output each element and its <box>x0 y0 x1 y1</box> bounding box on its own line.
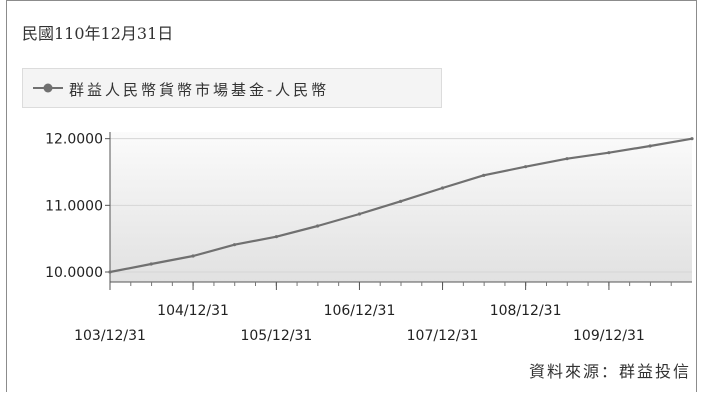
data-point <box>191 254 195 258</box>
date-title: 民國110年12月31日 <box>22 24 174 43</box>
data-point <box>565 157 569 161</box>
x-tick-label: 104/12/31 <box>157 303 229 319</box>
data-point <box>648 144 652 148</box>
data-point <box>357 212 362 216</box>
data-point <box>690 137 694 141</box>
data-point <box>607 151 611 155</box>
data-point <box>108 270 112 274</box>
x-tick-label: 108/12/31 <box>490 303 562 319</box>
data-point <box>440 186 445 190</box>
legend-entry: 群益人民幣貨幣市場基金-人民幣 <box>69 81 330 99</box>
data-point <box>149 262 153 266</box>
legend: 群益人民幣貨幣市場基金-人民幣 <box>22 68 442 108</box>
data-point <box>482 173 486 177</box>
x-tick-label: 107/12/31 <box>407 328 479 344</box>
chart-frame <box>6 0 697 392</box>
x-tick-label: 106/12/31 <box>324 303 396 319</box>
source-note: 資料來源：群益投信 <box>528 362 691 381</box>
y-tick-label: 11.0000 <box>45 198 103 214</box>
plot-area <box>110 132 692 282</box>
data-point <box>232 243 237 247</box>
y-tick-label: 12.0000 <box>45 132 103 148</box>
x-tick-label: 103/12/31 <box>74 328 146 344</box>
data-point <box>315 224 320 228</box>
y-tick-label: 10.0000 <box>45 265 103 281</box>
data-point <box>399 199 403 203</box>
data-point <box>274 235 278 239</box>
data-point <box>524 165 528 169</box>
legend-marker-icon <box>33 83 63 93</box>
x-tick-label: 105/12/31 <box>240 328 312 344</box>
x-tick-label: 109/12/31 <box>573 328 645 344</box>
